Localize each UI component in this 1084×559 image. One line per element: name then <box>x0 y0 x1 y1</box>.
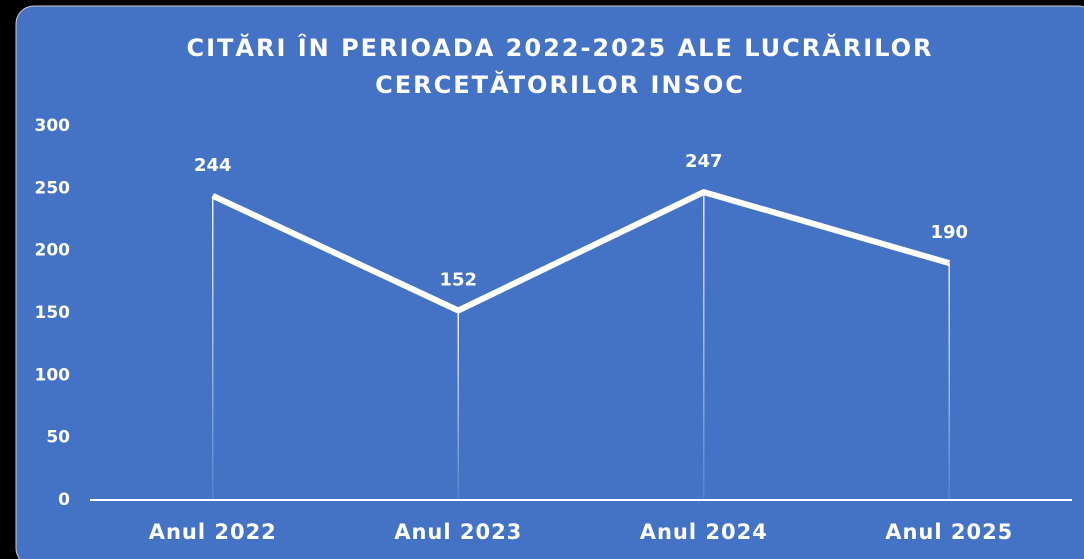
y-tick-label: 0 <box>58 490 70 510</box>
data-label: 244 <box>194 155 232 176</box>
x-tick-label: Anul 2022 <box>149 520 277 544</box>
drop-line <box>457 310 459 500</box>
x-tick-label: Anul 2024 <box>640 520 768 544</box>
drop-line <box>212 195 214 500</box>
x-tick-label: Anul 2025 <box>885 520 1013 544</box>
data-label: 190 <box>930 222 968 243</box>
y-tick-label: 300 <box>35 116 71 136</box>
y-tick-label: 100 <box>35 365 71 385</box>
y-tick-label: 50 <box>46 428 70 448</box>
y-tick-label: 200 <box>35 241 71 261</box>
chart-title: CITĂRI ÎN PERIOADA 2022-2025 ALE LUCRĂRI… <box>186 34 934 99</box>
drop-line <box>948 263 950 500</box>
data-label: 152 <box>439 270 477 291</box>
data-line <box>211 189 951 314</box>
y-tick-label: 250 <box>35 178 71 198</box>
x-tick-label: Anul 2023 <box>394 520 522 544</box>
drop-line <box>703 192 705 500</box>
chart-background <box>15 5 1084 559</box>
y-tick-label: 150 <box>35 303 71 323</box>
data-label: 247 <box>685 151 723 172</box>
